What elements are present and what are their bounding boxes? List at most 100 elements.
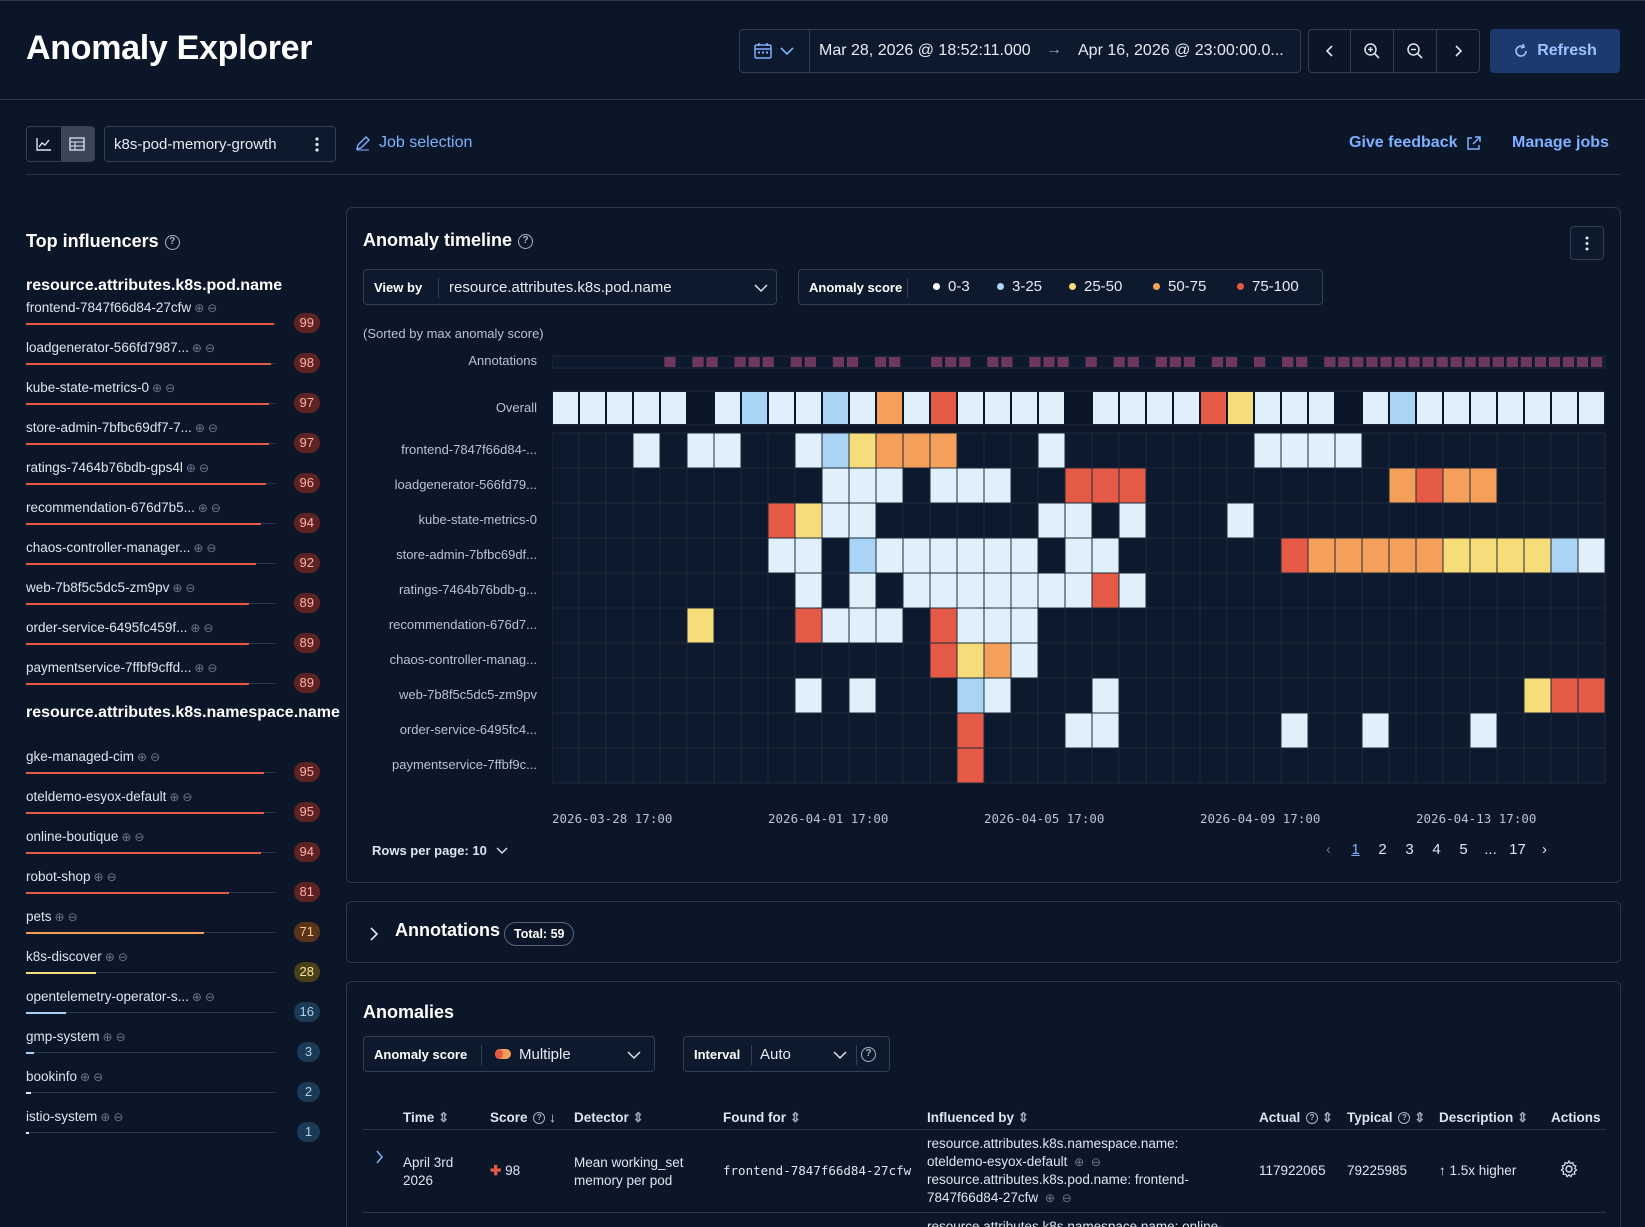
swimlane-cell[interactable] [876,608,903,643]
influencer-name[interactable]: k8s-discover ⊕ ⊖ [26,949,128,964]
overall-cell[interactable] [1012,392,1037,424]
swimlane-cell[interactable] [1038,433,1065,468]
swimlane-cell[interactable] [687,608,714,643]
page-button[interactable]: 4 [1432,841,1441,858]
help-icon[interactable]: ? [164,234,180,250]
swimlane-cell[interactable] [1524,538,1551,573]
filter-out-icon[interactable]: ⊖ [182,790,193,804]
column-header-time[interactable]: Time ⇕ [403,1110,450,1125]
annotation-mark[interactable] [1464,357,1476,367]
annotation-mark[interactable] [1001,357,1013,367]
help-icon[interactable]: ? [518,233,534,249]
annotation-mark[interactable] [1576,357,1589,367]
overall-cell[interactable] [796,392,821,424]
swimlane-cell[interactable] [1308,433,1335,468]
swimlane-cell[interactable] [1281,538,1308,573]
swimlane-cell[interactable] [1362,713,1389,748]
filter-for-icon[interactable]: ⊕ [191,990,202,1004]
swimlane-cell[interactable] [1443,538,1470,573]
overall-cell[interactable] [607,392,632,424]
swimlane-cell[interactable] [1011,643,1038,678]
swimlane-cell[interactable] [849,468,876,503]
job-selection-link[interactable]: Job selection [355,134,472,152]
filter-for-icon[interactable]: ⊕ [185,461,196,475]
annotation-mark[interactable] [987,357,999,367]
annotation-mark[interactable] [959,357,971,367]
swimlane-cell[interactable] [876,538,903,573]
overall-cell[interactable] [1552,392,1577,424]
filter-out-icon[interactable]: ⊖ [204,990,215,1004]
swimlane-cell[interactable] [822,468,849,503]
filter-out-icon[interactable]: ⊖ [198,461,209,475]
overall-cell[interactable] [823,392,848,424]
column-header-detector[interactable]: Detector ⇕ [574,1110,644,1125]
swimlane-cell[interactable] [1011,608,1038,643]
influencer-name[interactable]: oteldemo-esyox-default ⊕ ⊖ [26,789,193,804]
previous-time-button[interactable] [1308,29,1351,73]
swimlane-cell[interactable] [1092,573,1119,608]
influencer-name[interactable]: web-7b8f5c5dc5-zm9pv ⊕ ⊖ [26,580,196,595]
swimlane-cell[interactable] [984,573,1011,608]
swimlane-cell[interactable] [849,538,876,573]
annotation-mark[interactable] [1324,357,1336,367]
swimlane-cell[interactable] [1038,503,1065,538]
swimlane-cell[interactable] [1038,573,1065,608]
annotation-mark[interactable] [734,357,746,367]
swimlane-cell[interactable] [930,433,957,468]
annotation-mark[interactable] [1155,357,1167,367]
swimlane-row-label[interactable]: loadgenerator-566fd79... [394,477,537,492]
swimlane-cell[interactable] [984,538,1011,573]
swimlane-cell[interactable] [849,503,876,538]
filter-for-icon[interactable]: ⊕ [80,1070,91,1084]
annotation-mark[interactable] [1085,357,1097,367]
annotation-mark[interactable] [790,357,802,367]
influencer-name[interactable]: recommendation-676d7b5... ⊕ ⊖ [26,500,221,515]
annotation-mark[interactable] [1127,357,1139,367]
swimlane-cell[interactable] [1524,678,1551,713]
swimlane-cell[interactable] [822,503,849,538]
annotation-mark[interactable] [1338,357,1350,367]
annotation-mark[interactable] [1548,357,1561,367]
filter-out-icon[interactable]: ⊖ [134,830,145,844]
annotation-mark[interactable] [1422,357,1434,367]
date-start[interactable]: Mar 28, 2026 @ 18:52:11.000 [819,42,1031,59]
influencer-name[interactable]: gmp-system ⊕ ⊖ [26,1029,126,1044]
overall-cell[interactable] [1255,392,1280,424]
chevron-right-icon[interactable] [369,927,379,941]
help-icon[interactable]: ? [1398,1112,1411,1125]
swimlane-cell[interactable] [1362,538,1389,573]
overall-cell[interactable] [742,392,767,424]
overall-cell[interactable] [1147,392,1172,424]
swimlane-cell[interactable] [1551,538,1578,573]
filter-out-icon[interactable]: ⊖ [1061,1190,1072,1205]
annotation-mark[interactable] [888,357,901,367]
page-button[interactable]: 5 [1459,841,1468,858]
annotation-mark[interactable] [1211,357,1224,367]
swimlane-cell[interactable] [957,608,984,643]
filter-for-icon[interactable]: ⊕ [191,341,202,355]
swimlane-cell[interactable] [1227,503,1254,538]
influencer-name[interactable]: ratings-7464b76bdb-gps4l ⊕ ⊖ [26,460,209,475]
filter-for-icon[interactable]: ⊕ [93,870,104,884]
expand-row-icon[interactable] [375,1150,384,1164]
zoom-in-button[interactable] [1351,29,1394,73]
swimlane-cell[interactable] [1119,573,1146,608]
swimlane-cell[interactable] [1254,433,1281,468]
swimlane-cell[interactable] [1281,433,1308,468]
swimlane-cell[interactable] [1497,538,1524,573]
swimlane-cell[interactable] [768,538,795,573]
previous-page-button[interactable]: ‹ [1326,841,1331,858]
filter-out-icon[interactable]: ⊖ [115,1030,126,1044]
interval-select[interactable]: Interval Auto ? [683,1036,890,1072]
swimlane-cell[interactable] [849,678,876,713]
swimlane-cell[interactable] [984,608,1011,643]
swimlane-cell[interactable] [1065,538,1092,573]
swimlane-cell[interactable] [849,573,876,608]
overall-cell[interactable] [985,392,1010,424]
filter-out-icon[interactable]: ⊖ [207,421,218,435]
overall-cell[interactable] [1363,392,1388,424]
overall-cell[interactable] [1228,392,1253,424]
swimlane-cell[interactable] [903,573,930,608]
filter-out-icon[interactable]: ⊖ [207,661,218,675]
filter-out-icon[interactable]: ⊖ [113,1110,124,1124]
